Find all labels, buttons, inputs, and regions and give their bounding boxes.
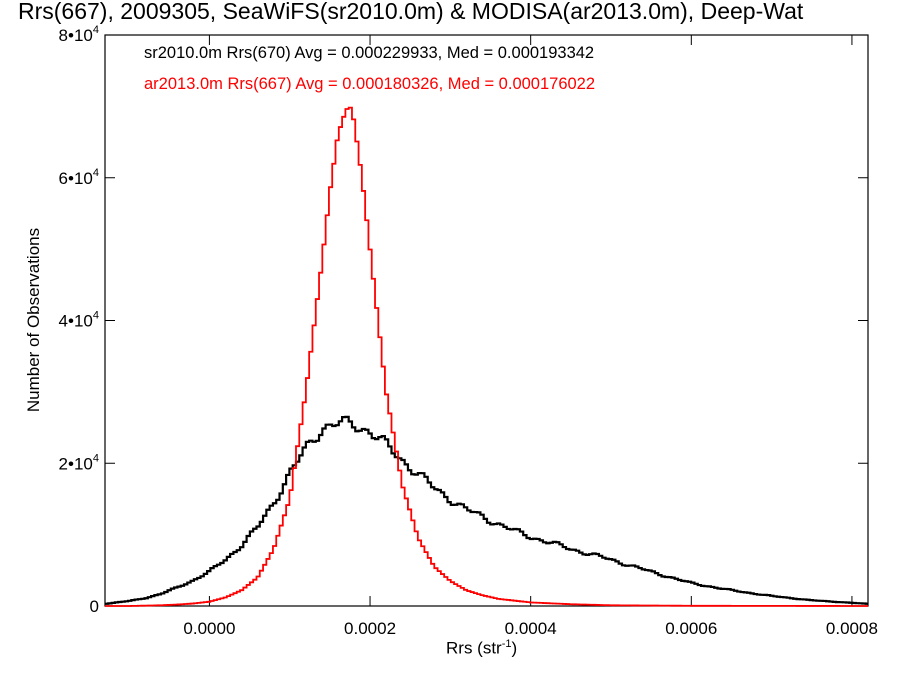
- y-axis-label: Number of Observations: [24, 227, 43, 413]
- tick-group: 0.0000 0.0002 0.0004 0.0006 0.000802•1044•10…: [59, 24, 878, 638]
- y-tick-label: 6•104: [59, 167, 99, 188]
- y-tick-label-exponent: 4: [93, 452, 99, 464]
- x-tick-label: 0.0004: [505, 619, 557, 638]
- y-tick-label-exponent: 4: [93, 167, 99, 179]
- x-axis-label-close: ): [511, 638, 518, 658]
- y-tick-label: 4•104: [59, 310, 99, 331]
- x-tick-label: 0.0000: [183, 619, 235, 638]
- x-tick-label: 0.0008: [826, 619, 878, 638]
- chart-title: Rrs(667), 2009305, SeaWiFS(sr2010.0m) & …: [18, 0, 804, 24]
- x-tick-label: 0.0006: [665, 619, 717, 638]
- x-tick-label: 0.0002: [344, 619, 396, 638]
- y-tick-label-mantissa: 4•10: [59, 312, 93, 331]
- y-tick-label-exponent: 4: [93, 310, 99, 322]
- y-tick-label-exponent: 4: [93, 24, 99, 36]
- x-axis-label: Rrs (str-1): [446, 638, 517, 659]
- x-axis-label-sup: -1: [501, 638, 512, 650]
- y-tick-label: 0: [90, 597, 99, 616]
- y-tick-label-mantissa: 2•10: [59, 454, 93, 473]
- y-tick-label-mantissa: 8•10: [59, 26, 93, 45]
- legend-entry-sr2010: sr2010.0m Rrs(670) Avg = 0.000229933, Me…: [144, 44, 595, 62]
- legend-entry-ar2013: ar2013.0m Rrs(667) Avg = 0.000180326, Me…: [144, 75, 596, 93]
- y-tick-label: 8•104: [59, 24, 99, 45]
- series-line-ar2013: [105, 106, 868, 607]
- x-axis-label-text: Rrs (str: [446, 638, 502, 658]
- y-tick-label-mantissa: 6•10: [59, 169, 93, 188]
- y-tick-label-mantissa: 0: [90, 597, 99, 616]
- series-line-sr2010: [105, 415, 868, 605]
- series-group: [105, 106, 868, 607]
- y-tick-label: 2•104: [59, 452, 99, 473]
